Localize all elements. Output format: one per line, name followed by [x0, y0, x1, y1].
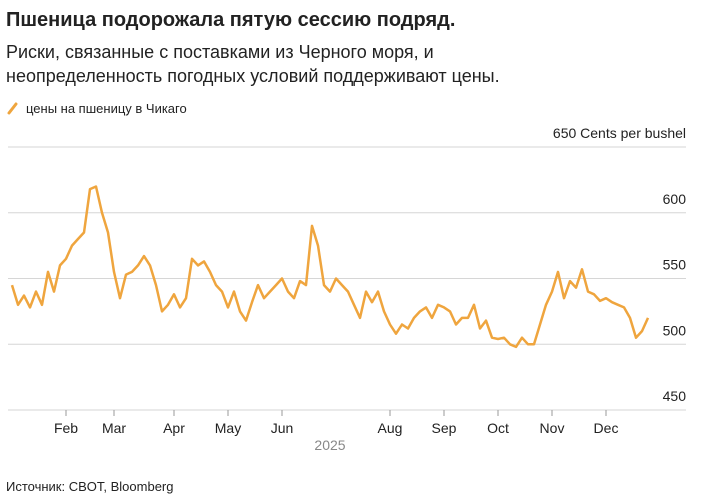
x-tick-label: Mar [102, 420, 126, 436]
x-tick-label: Sep [432, 420, 457, 436]
source: Источник: CBOT, Bloomberg [6, 479, 173, 494]
x-tick-label: Jun [271, 420, 294, 436]
x-tick-label: Apr [163, 420, 185, 436]
x-tick-label: Nov [540, 420, 565, 436]
x-axis-label: 2025 [314, 437, 345, 453]
x-tick-label: Dec [594, 420, 619, 436]
y-tick-label: 550 [663, 257, 687, 273]
y-tick-label: 650 Cents per bushel [553, 125, 686, 141]
chart-title: Пшеница подорожала пятую сессию подряд. [6, 9, 455, 31]
x-tick-label: Aug [378, 420, 403, 436]
y-tick-label: 500 [663, 322, 687, 338]
y-tick-label: 600 [663, 191, 687, 207]
subtitle-line: Риски, связанные с поставками из Черного… [6, 42, 434, 62]
subtitle-line: неопределенность погодных условий поддер… [6, 66, 500, 86]
x-tick-label: Oct [487, 420, 509, 436]
y-tick-label: 450 [663, 388, 687, 404]
legend-swatch [7, 102, 18, 115]
chart-subtitle: Риски, связанные с поставками из Черного… [6, 42, 500, 86]
x-tick-label: May [215, 420, 241, 436]
x-tick-label: Feb [54, 420, 78, 436]
legend-label: цены на пшеницу в Чикаго [26, 101, 187, 116]
line [10, 185, 650, 349]
